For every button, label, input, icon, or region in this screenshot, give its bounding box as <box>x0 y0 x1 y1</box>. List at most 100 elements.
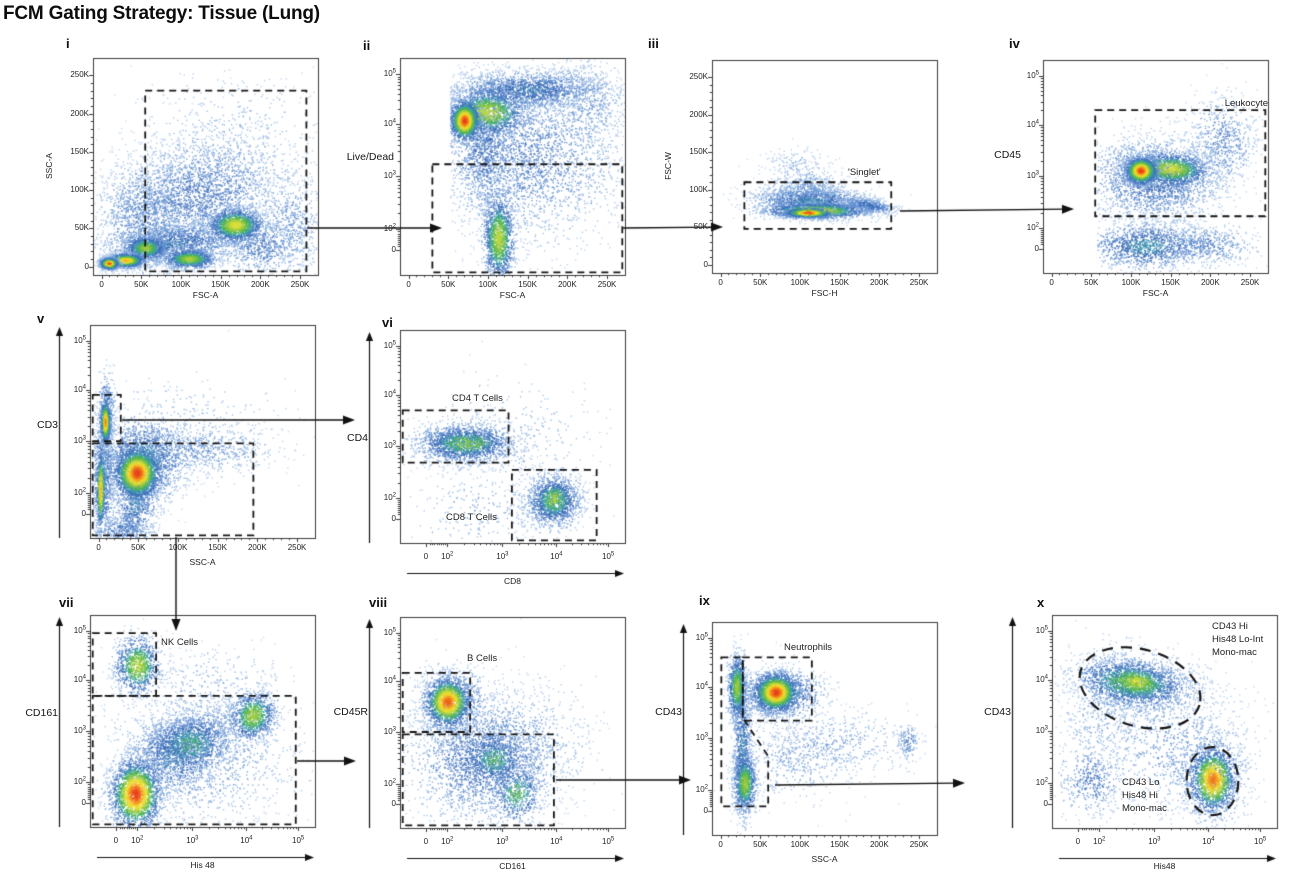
plot-x-y-tick-0: 0 <box>1043 798 1048 808</box>
plot-iv-gate-label-0: Leukocyte <box>1224 98 1268 109</box>
plot-iii-y-tick-3: 150K <box>689 147 708 157</box>
plot-iii-title: iii <box>648 36 659 51</box>
plot-vi-y-tick-3: 104 <box>383 389 396 399</box>
plot-vii-y-tick-1: 102 <box>73 776 86 787</box>
plot-viii-x-tick-1: 102 <box>441 836 454 846</box>
plot-iv-x-tick-3: 150K <box>1161 278 1180 287</box>
plot-i-y-axis-label: SSC-A <box>44 153 54 179</box>
plot-vii-x-axis-label: His 48 <box>190 860 215 870</box>
plot-viii-x-axis-label: CD161 <box>499 861 526 871</box>
plot-vii-y-tick-4: 105 <box>73 625 86 635</box>
plot-ix-x-tick-5: 250K <box>909 840 929 849</box>
plot-vii-y-tick-2: 103 <box>73 724 86 735</box>
plot-v-x-tick-5: 250K <box>287 543 307 552</box>
plot-vi-gate-label-1: CD8 T Cells <box>446 512 497 523</box>
plot-v-y-tick-1: 102 <box>73 487 86 498</box>
plot-iv-x-axis-label: FSC-A <box>1142 288 1169 298</box>
plot-viii-x-tick-2: 103 <box>496 836 509 846</box>
plot-iv-x-tick-0: 0 <box>1049 278 1054 287</box>
plot-i-title: i <box>66 36 70 51</box>
plot-viii-x-tick-4: 105 <box>602 836 615 846</box>
plot-iii-gate-label-0: 'Singlet' <box>848 167 881 178</box>
plot-iv-y-tick-4: 105 <box>1026 70 1039 80</box>
plot-ix-x-tick-0: 0 <box>718 840 723 849</box>
plot-iii-x-tick-0: 0 <box>718 278 723 287</box>
plot-ii-x-tick-4: 200K <box>557 280 577 289</box>
plot-ix-y-tick-1: 102 <box>695 784 708 795</box>
plot-iii-y-axis-label: FSC-W <box>663 152 673 180</box>
plot-i-x-tick-0: 0 <box>99 280 104 289</box>
plot-vii-y-tick-3: 104 <box>73 674 86 684</box>
plot-iv-x-tick-5: 250K <box>1240 278 1260 287</box>
plot-i-y-tick-1: 50K <box>74 223 89 233</box>
plot-ix-x-tick-1: 50K <box>753 840 768 849</box>
plot-vi-x-tick-2: 103 <box>496 551 509 561</box>
plot-iv-y-axis-label: CD45 <box>994 149 1021 161</box>
plot-ii-x-tick-3: 150K <box>518 280 537 289</box>
plot-i-y-tick-5: 250K <box>70 70 89 80</box>
plot-iv-x-tick-2: 100K <box>1121 278 1141 287</box>
plot-x-y-tick-2: 103 <box>1035 725 1048 736</box>
plot-viii-y-tick-0: 0 <box>391 798 396 808</box>
plot-i-x-tick-3: 150K <box>211 280 230 289</box>
plot-vii-x-tick-4: 105 <box>292 835 305 845</box>
plot-i-x-tick-5: 250K <box>290 280 310 289</box>
plot-x-x-tick-2: 103 <box>1148 836 1161 846</box>
plot-ii-y-tick-4: 105 <box>383 68 396 79</box>
plot-iv-y-tick-3: 104 <box>1026 119 1039 129</box>
plot-ix-y-tick-4: 105 <box>695 632 708 642</box>
plot-v-x-tick-4: 200K <box>247 543 267 552</box>
plot-ii-x-tick-2: 100K <box>478 280 498 289</box>
plot-vi-x-tick-1: 102 <box>441 551 454 561</box>
plot-v-x-axis-label: SSC-A <box>189 557 216 567</box>
plot-i-y-tick-3: 150K <box>70 146 89 156</box>
plot-vii-x-tick-1: 102 <box>131 835 144 845</box>
plot-v-x-tick-3: 150K <box>208 543 227 552</box>
plot-ii-y-tick-1: 102 <box>383 223 396 234</box>
plot-ii-y-axis-label: Live/Dead <box>346 151 394 163</box>
plot-iii-y-tick-1: 50K <box>693 222 708 232</box>
plot-ix-title: ix <box>699 593 710 608</box>
plot-iv-y-tick-0: 0 <box>1034 243 1039 253</box>
plot-i-x-tick-1: 50K <box>134 280 149 289</box>
plot-v-x-tick-2: 100K <box>168 543 188 552</box>
plot-v-y-tick-4: 105 <box>73 335 86 345</box>
plot-ii-x-tick-1: 50K <box>441 280 456 289</box>
plot-vi-gate-label-0: CD4 T Cells <box>452 393 503 404</box>
plot-v-y-tick-0: 0 <box>81 508 86 518</box>
plot-iv-y-tick-2: 103 <box>1026 170 1039 181</box>
plot-vii-y-tick-0: 0 <box>81 797 86 807</box>
plot-viii-y-tick-3: 104 <box>383 675 396 686</box>
plot-iii-y-tick-0: 0 <box>703 259 708 269</box>
plot-viii-y-tick-2: 103 <box>383 726 396 736</box>
plot-iii-x-tick-5: 250K <box>909 278 929 287</box>
plot-ii-x-tick-0: 0 <box>406 280 411 289</box>
plot-v-x-tick-1: 50K <box>131 543 146 552</box>
plot-x-x-axis-label: His48 <box>1153 861 1176 871</box>
plot-iv-y-tick-1: 102 <box>1026 222 1039 233</box>
plot-ix-y-axis-label: CD43 <box>655 706 682 718</box>
plot-x-y-tick-1: 102 <box>1035 777 1048 788</box>
plot-x-y-tick-3: 104 <box>1035 674 1048 684</box>
plot-x-gate-label-1: CD43 Lo His48 Hi Mono-mac <box>1122 777 1167 814</box>
plot-viii-title: viii <box>369 595 388 610</box>
plot-vii-y-axis-label: CD161 <box>25 707 58 719</box>
plot-iv-x-tick-4: 200K <box>1200 278 1220 287</box>
plot-x-title: x <box>1037 595 1045 610</box>
plot-ii-x-axis-label: FSC-A <box>499 290 526 300</box>
plot-vi-y-axis-label: CD4 <box>346 432 368 444</box>
plot-vii-title: vii <box>59 595 74 610</box>
plot-vi-x-tick-0: 0 <box>423 552 429 561</box>
plot-x-x-tick-4: 105 <box>1254 836 1267 846</box>
plot-vi-y-tick-0: 0 <box>391 513 396 523</box>
plot-ix-y-tick-0: 0 <box>703 805 708 815</box>
plot-i-x-tick-2: 100K <box>171 280 191 289</box>
plot-iii-x-tick-4: 200K <box>869 278 889 287</box>
plot-iii-y-tick-5: 250K <box>689 72 708 81</box>
plot-iii-x-tick-2: 100K <box>790 278 810 287</box>
plot-iv-x-tick-1: 50K <box>1084 278 1099 287</box>
plot-x-x-tick-3: 104 <box>1202 836 1215 846</box>
plot-x-x-tick-1: 102 <box>1093 836 1106 846</box>
plot-viii-x-tick-3: 104 <box>550 836 563 846</box>
